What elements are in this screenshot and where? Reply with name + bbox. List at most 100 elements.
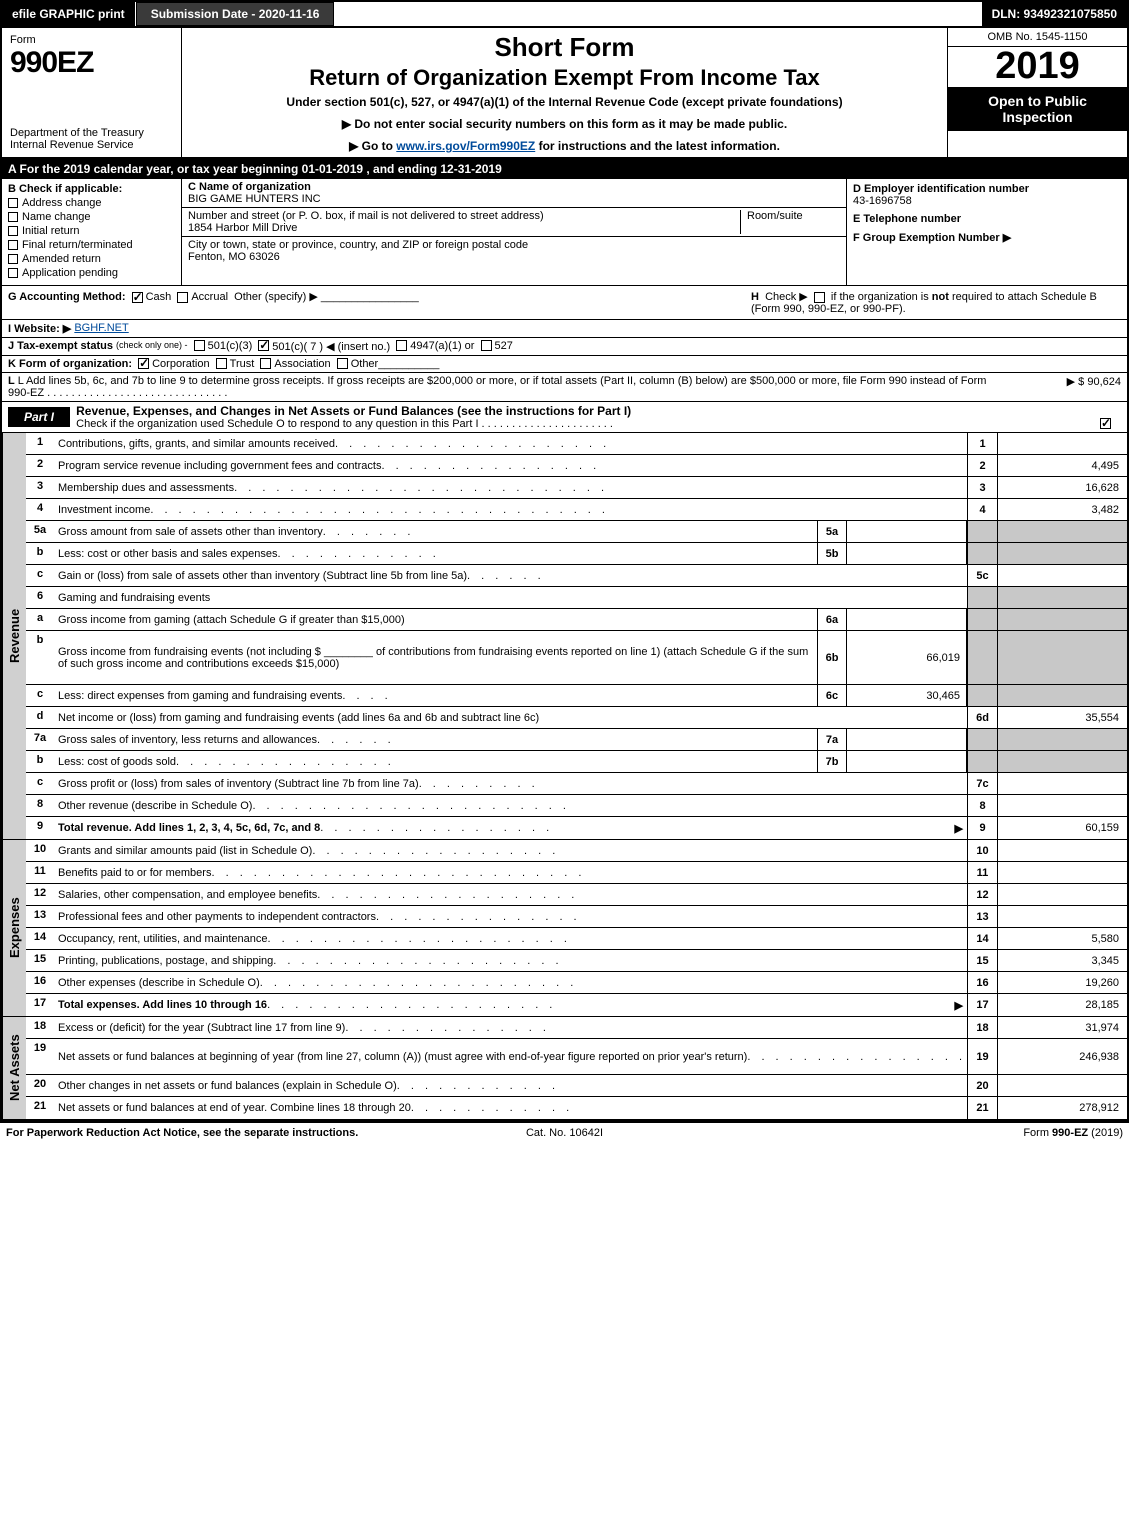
line-desc: Printing, publications, postage, and shi… — [58, 955, 273, 967]
line-num: 1 — [26, 433, 54, 454]
col-num: 17 — [967, 994, 997, 1016]
chk-name[interactable] — [8, 212, 18, 222]
col-val — [997, 751, 1127, 772]
mid-num: 6b — [817, 631, 847, 684]
info-block: B Check if applicable: Address change Na… — [2, 179, 1127, 286]
mid-val — [847, 729, 967, 750]
box-c-label: C Name of organization — [188, 181, 840, 193]
l-amount: ▶ $ 90,624 — [1001, 375, 1121, 388]
line-desc: Other changes in net assets or fund bala… — [58, 1080, 397, 1092]
footer: For Paperwork Reduction Act Notice, see … — [0, 1123, 1129, 1143]
chk-amended[interactable] — [8, 254, 18, 264]
part-1-label: Part I — [8, 407, 70, 427]
revenue-side-label: Revenue — [2, 433, 26, 839]
col-num — [967, 609, 997, 630]
col-num: 6d — [967, 707, 997, 728]
i-label: I Website: ▶ — [8, 322, 71, 335]
chk-501c3[interactable] — [194, 340, 205, 351]
chk-trust[interactable] — [216, 358, 227, 369]
line-num: 21 — [26, 1097, 54, 1119]
chk-address[interactable] — [8, 198, 18, 208]
col-val: 60,159 — [997, 817, 1127, 839]
line-desc: Total revenue. Add lines 1, 2, 3, 4, 5c,… — [58, 822, 320, 834]
line-num: a — [26, 609, 54, 630]
col-val — [997, 795, 1127, 816]
efile-print-button[interactable]: efile GRAPHIC print — [2, 2, 136, 26]
line-num: b — [26, 631, 54, 684]
col-val — [997, 565, 1127, 586]
col-num: 8 — [967, 795, 997, 816]
line-desc: Professional fees and other payments to … — [58, 911, 376, 923]
header-right: OMB No. 1545-1150 2019 Open to Public In… — [947, 28, 1127, 157]
col-val — [997, 1075, 1127, 1096]
line-desc: Program service revenue including govern… — [58, 460, 381, 472]
box-e-label: E Telephone number — [853, 213, 1121, 225]
form-word: Form — [10, 34, 173, 46]
col-num: 7c — [967, 773, 997, 794]
chk-schedule-o[interactable] — [1100, 418, 1111, 429]
mid-val — [847, 751, 967, 772]
lbl-amended: Amended return — [22, 253, 101, 265]
tax-year: 2019 — [948, 47, 1127, 85]
chk-accrual[interactable] — [177, 292, 188, 303]
lbl-initial: Initial return — [22, 225, 79, 237]
mid-val — [847, 609, 967, 630]
box-b: B Check if applicable: Address change Na… — [2, 179, 182, 285]
col-num — [967, 631, 997, 684]
mid-num: 6a — [817, 609, 847, 630]
line-num: 18 — [26, 1017, 54, 1038]
line-desc: Gaming and fundraising events — [58, 592, 210, 604]
line-num: 9 — [26, 817, 54, 839]
col-val — [997, 433, 1127, 454]
chk-initial[interactable] — [8, 226, 18, 236]
ssn-warning: ▶ Do not enter social security numbers o… — [192, 117, 937, 131]
line-desc: Gross profit or (loss) from sales of inv… — [58, 778, 419, 790]
col-num: 18 — [967, 1017, 997, 1038]
website-link[interactable]: BGHF.NET — [74, 322, 128, 334]
lbl-name: Name change — [22, 211, 91, 223]
chk-other-org[interactable] — [337, 358, 348, 369]
chk-4947[interactable] — [396, 340, 407, 351]
col-val — [997, 884, 1127, 905]
expenses-side-label: Expenses — [2, 840, 26, 1016]
inst-post: for instructions and the latest informat… — [535, 139, 780, 153]
col-num: 16 — [967, 972, 997, 993]
row-k: K Form of organization: Corporation Trus… — [2, 356, 1127, 373]
part-1-title: Revenue, Expenses, and Changes in Net As… — [76, 404, 1121, 418]
calendar-year-row: A For the 2019 calendar year, or tax yea… — [2, 159, 1127, 179]
line-desc: Gain or (loss) from sale of assets other… — [58, 570, 467, 582]
line-desc: Occupancy, rent, utilities, and maintena… — [58, 933, 268, 945]
chk-h[interactable] — [814, 292, 825, 303]
col-val — [997, 773, 1127, 794]
row-g-h: G Accounting Method: Cash Accrual Other … — [2, 286, 1127, 320]
line-num: b — [26, 751, 54, 772]
line-num: d — [26, 707, 54, 728]
line-num: 7a — [26, 729, 54, 750]
chk-application[interactable] — [8, 268, 18, 278]
dept-treasury: Department of the Treasury Internal Reve… — [10, 127, 173, 151]
line-num: 6 — [26, 587, 54, 608]
chk-527[interactable] — [481, 340, 492, 351]
line-num: 20 — [26, 1075, 54, 1096]
chk-final[interactable] — [8, 240, 18, 250]
col-val — [997, 631, 1127, 684]
g-label: G Accounting Method: — [8, 291, 126, 303]
col-val: 278,912 — [997, 1097, 1127, 1119]
chk-assoc[interactable] — [260, 358, 271, 369]
irs-link[interactable]: www.irs.gov/Form990EZ — [396, 139, 535, 153]
chk-corp[interactable] — [138, 358, 149, 369]
mid-val — [847, 543, 967, 564]
mid-val — [847, 521, 967, 542]
netassets-side-label: Net Assets — [2, 1017, 26, 1119]
dept-line2: Internal Revenue Service — [10, 139, 173, 151]
col-num: 10 — [967, 840, 997, 861]
submission-date-button[interactable]: Submission Date - 2020-11-16 — [136, 2, 335, 26]
box-d: D Employer identification number 43-1696… — [847, 179, 1127, 285]
line-num: 19 — [26, 1039, 54, 1074]
line-num: 8 — [26, 795, 54, 816]
chk-501c[interactable] — [258, 340, 269, 351]
chk-cash[interactable] — [132, 292, 143, 303]
line-num: 13 — [26, 906, 54, 927]
line-num: 11 — [26, 862, 54, 883]
line-desc: Investment income — [58, 504, 150, 516]
